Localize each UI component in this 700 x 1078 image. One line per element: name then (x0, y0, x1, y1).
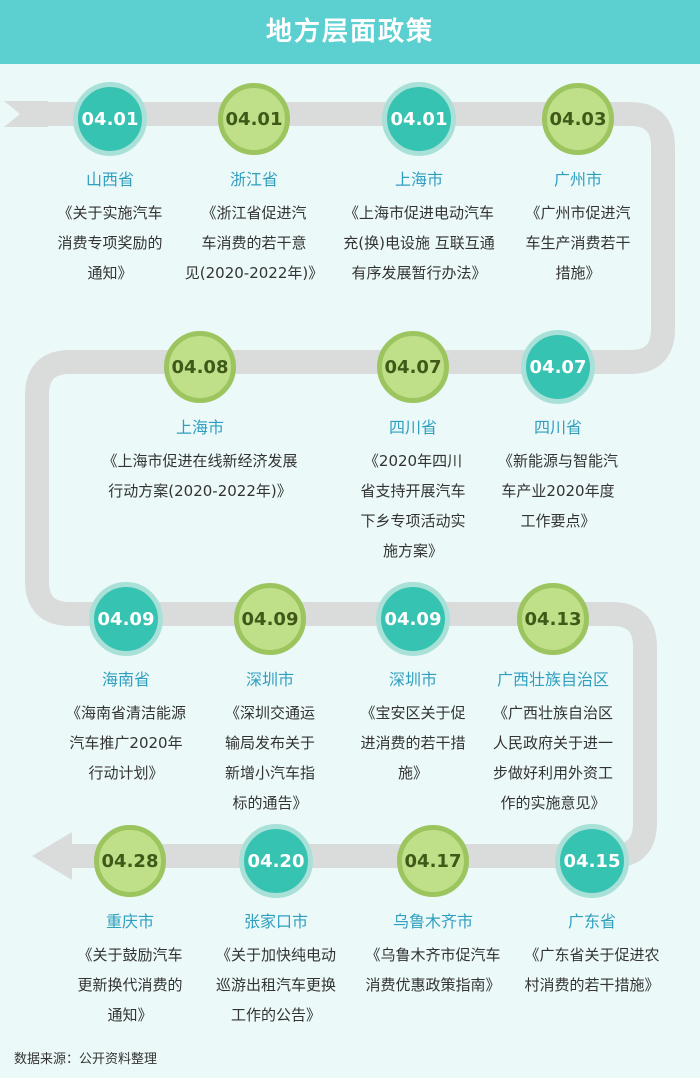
policy-title: 《新能源与智能汽 车产业2020年度 工作要点》 (497, 452, 618, 530)
timeline-start-notch (4, 101, 48, 127)
date-label: 04.03 (549, 108, 607, 130)
timeline-path (4, 101, 675, 880)
date-circle: 04.13 (517, 583, 589, 655)
timeline-area: 04.01 山西省 《关于实施汽车 消费专项奖励的 通知》 04.01 浙江省 《浙… (0, 64, 700, 1078)
policy-title: 《上海市促进电动汽车 充(换)电设施 互联互通 有序发展暂行办法》 (343, 204, 495, 282)
policy-title: 《宝安区关于促 进消费的若干措 施》 (360, 704, 466, 782)
policy-title: 《浙江省促进汽 车消费的若干意 见(2020-2022年)》 (184, 204, 324, 282)
region-label: 广西壮族自治区 (496, 670, 609, 689)
region-label: 上海市 (175, 418, 224, 437)
policy-title: 《关于加快纯电动 巡游出租汽车更换 工作的公告》 (215, 946, 336, 1024)
region-label: 山西省 (85, 170, 134, 189)
policy-title: 《乌鲁木齐市促汽车 消费优惠政策指南》 (365, 946, 501, 994)
date-circle: 04.09 (376, 582, 450, 656)
region-label: 四川省 (388, 418, 437, 437)
region-label: 广州市 (553, 170, 602, 189)
timeline-arrow-icon (32, 832, 72, 880)
page-title: 地方层面政策 (265, 17, 434, 47)
region-label: 深圳市 (245, 670, 294, 689)
policy-title: 《深圳交通运 输局发布关于 新增小汽车指 标的通告》 (224, 704, 315, 812)
date-circle: 04.03 (542, 83, 614, 155)
date-label: 04.17 (404, 850, 462, 872)
region-label: 四川省 (533, 418, 582, 437)
date-circle: 04.01 (218, 83, 290, 155)
date-label: 04.07 (529, 356, 587, 378)
date-circle: 04.17 (397, 825, 469, 897)
date-label: 04.20 (247, 850, 305, 872)
date-label: 04.07 (384, 356, 442, 378)
header-banner: 地方层面政策 (0, 0, 700, 64)
date-label: 04.15 (563, 850, 621, 872)
region-label: 张家口市 (243, 912, 308, 931)
policy-title: 《关于鼓励汽车 更新换代消费的 通知》 (77, 946, 183, 1024)
region-label: 重庆市 (105, 912, 154, 931)
date-label: 04.01 (390, 108, 448, 130)
date-label: 04.09 (384, 608, 442, 630)
region-label: 深圳市 (388, 670, 437, 689)
date-circle: 04.07 (377, 331, 449, 403)
date-label: 04.08 (171, 356, 229, 378)
policy-title: 《2020年四川 省支持开展汽车 下乡专项活动实 施方案》 (360, 452, 466, 560)
date-label: 04.09 (97, 608, 155, 630)
region-label: 上海市 (394, 170, 443, 189)
policy-title: 《海南省清洁能源 汽车推广2020年 行动计划》 (65, 704, 186, 782)
region-label: 浙江省 (229, 170, 278, 189)
policy-title: 《上海市促进在线新经济发展 行动方案(2020-2022年)》 (102, 452, 298, 500)
policy-title: 《广东省关于促进农 村消费的若干措施》 (524, 946, 660, 994)
policy-title: 《关于实施汽车 消费专项奖励的 通知》 (57, 204, 163, 282)
timeline-band (25, 102, 675, 868)
date-circle: 04.20 (239, 824, 313, 898)
date-circle: 04.09 (234, 583, 306, 655)
date-circle: 04.01 (382, 82, 456, 156)
date-circle: 04.15 (555, 824, 629, 898)
date-label: 04.01 (81, 108, 139, 130)
date-label: 04.09 (241, 608, 299, 630)
policy-title: 《广州市促进汽 车生产消费若干 措施》 (525, 204, 631, 282)
date-circle: 04.09 (89, 582, 163, 656)
date-circle: 04.07 (521, 330, 595, 404)
date-circle: 04.08 (164, 331, 236, 403)
region-label: 广东省 (567, 912, 616, 931)
data-source-note: 数据来源：公开资料整理 (14, 1052, 158, 1067)
date-label: 04.01 (225, 108, 283, 130)
region-label: 海南省 (101, 670, 150, 689)
region-label: 乌鲁木齐市 (392, 912, 473, 931)
date-label: 04.13 (524, 608, 582, 630)
date-circle: 04.28 (94, 825, 166, 897)
date-circle: 04.01 (73, 82, 147, 156)
date-label: 04.28 (101, 850, 159, 872)
policy-title: 《广西壮族自治区 人民政府关于进一 步做好利用外资工 作的实施意见》 (492, 704, 613, 812)
